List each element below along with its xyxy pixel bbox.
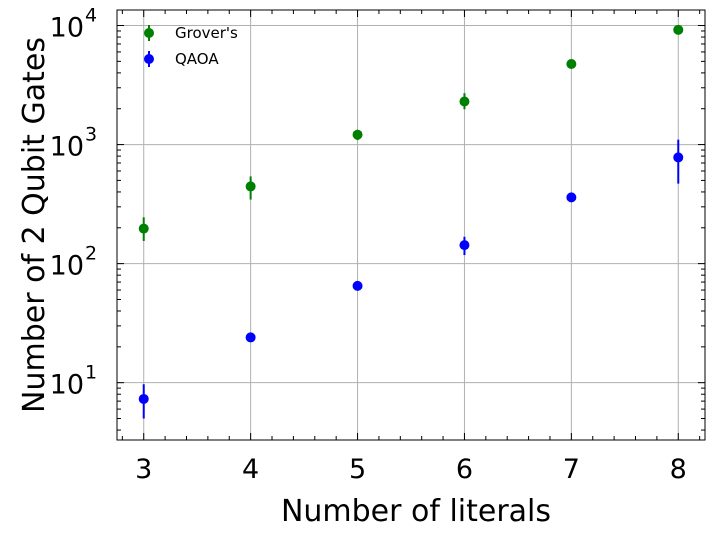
legend-item: Grover's — [144, 24, 238, 42]
x-tick-labels: 3 4 5 6 7 8 — [135, 454, 687, 485]
x-tick-label: 3 — [135, 454, 152, 485]
legend-marker — [144, 28, 154, 38]
y-tick-exponent: 3 — [85, 124, 97, 146]
legend-item: QAOA — [144, 50, 219, 68]
grid — [117, 10, 705, 440]
y-tick-base: 10 — [50, 251, 84, 282]
data-point — [459, 96, 470, 107]
data-point — [566, 59, 577, 70]
legend-marker — [144, 54, 154, 64]
data-point — [138, 223, 149, 234]
y-tick-base: 10 — [50, 370, 84, 401]
x-axis-label: Number of literals — [281, 494, 551, 529]
y-axis-label: Number of 2 Qubit Gates — [17, 37, 52, 413]
data-point — [459, 240, 470, 251]
legend-label: QAOA — [175, 50, 219, 68]
data-point — [673, 24, 684, 35]
major-ticks — [117, 10, 705, 440]
y-tick-label: 10 4 — [50, 5, 97, 44]
data-point — [352, 129, 363, 140]
x-tick-label: 4 — [242, 454, 259, 485]
y-tick-label: 10 1 — [50, 362, 97, 401]
data-point — [245, 332, 256, 343]
series-qaoa — [138, 139, 684, 419]
data-point — [673, 152, 684, 163]
x-tick-label: 7 — [563, 454, 580, 485]
plot-frame — [116, 9, 706, 441]
minor-ticks — [117, 10, 705, 440]
y-tick-exponent: 1 — [85, 362, 97, 384]
x-tick-label: 8 — [670, 454, 687, 485]
y-tick-label: 10 2 — [50, 243, 97, 282]
y-tick-label: 10 3 — [50, 124, 97, 163]
x-tick-label: 5 — [349, 454, 366, 485]
data-point — [566, 192, 577, 203]
data-point — [352, 280, 363, 291]
series-grovers — [138, 24, 684, 241]
y-tick-base: 10 — [50, 13, 84, 44]
data-point — [245, 181, 256, 192]
y-tick-exponent: 2 — [85, 243, 97, 265]
legend: Grover's QAOA — [144, 24, 238, 68]
y-tick-exponent: 4 — [85, 5, 97, 27]
legend-label: Grover's — [175, 24, 238, 42]
data-point — [138, 393, 149, 404]
x-tick-label: 6 — [456, 454, 473, 485]
y-tick-base: 10 — [50, 132, 84, 163]
series-layer — [138, 24, 684, 419]
